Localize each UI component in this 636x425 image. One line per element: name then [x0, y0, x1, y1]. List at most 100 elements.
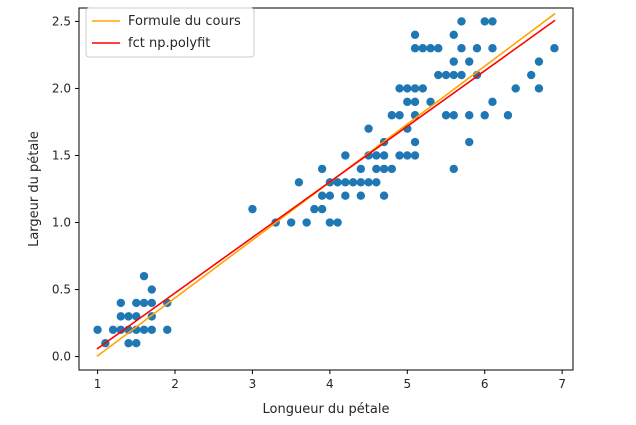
legend-box	[85, 7, 255, 58]
line-np-polyfit	[96, 19, 556, 350]
scatter-point	[341, 191, 350, 200]
scatter-point	[434, 44, 443, 53]
y-tick-label: 0.5	[52, 283, 71, 297]
scatter-point	[286, 218, 296, 227]
scatter-point	[124, 312, 133, 321]
scatter-point	[534, 57, 544, 66]
scatter-point	[139, 298, 149, 308]
scatter-point	[333, 178, 342, 187]
plot-area	[93, 12, 559, 358]
scatter-point	[294, 178, 304, 187]
scatter-point	[465, 111, 474, 120]
scatter-point	[348, 178, 358, 187]
scatter-point	[139, 271, 149, 281]
scatter-point	[395, 84, 404, 93]
scatter-point	[457, 17, 466, 26]
scatter-point	[426, 44, 435, 53]
scatter-point	[317, 164, 327, 174]
y-tick-label: 0.0	[52, 350, 71, 364]
scatter-point	[410, 97, 420, 107]
x-tick-label: 1	[94, 377, 102, 391]
scatter-point	[325, 191, 335, 200]
scatter-point	[341, 178, 350, 187]
y-tick-label: 2.5	[52, 14, 71, 28]
x-tick-label: 3	[249, 377, 257, 391]
scatter-point	[395, 111, 404, 120]
scatter-point	[372, 164, 381, 174]
scatter-point	[403, 84, 412, 93]
scatter-point	[472, 44, 482, 53]
scatter-point	[410, 151, 420, 160]
scatter-point	[147, 298, 156, 308]
scatter-point	[410, 137, 420, 147]
scatter-point	[132, 298, 141, 308]
scatter-point	[480, 17, 489, 26]
y-axis: 0.0 0.5 1.0 1.5 2.0 2.5	[52, 14, 79, 364]
scatter-point	[465, 137, 474, 147]
scatter-point	[410, 30, 420, 40]
legend: Formule du cours fct np.polyfit	[85, 7, 255, 58]
scatter-point	[364, 178, 373, 187]
x-axis: 1 2 3 4 5 6 7	[94, 370, 566, 391]
axes-frame	[78, 7, 574, 371]
scatter-point	[410, 84, 420, 93]
x-tick-label: 4	[326, 377, 334, 391]
scatter-point	[108, 325, 118, 334]
scatter-point	[395, 151, 404, 160]
scatter-point	[480, 111, 489, 120]
x-tick-label: 7	[558, 377, 566, 391]
scatter-point	[488, 44, 497, 53]
scatter-point	[441, 70, 451, 80]
legend-label-polyfit: fct np.polyfit	[128, 36, 210, 51]
scatter-point	[403, 151, 412, 160]
x-tick-label: 6	[481, 377, 489, 391]
scatter-point	[124, 338, 133, 348]
scatter-point	[341, 151, 350, 160]
scatter-point	[325, 218, 335, 227]
scatter-point	[139, 325, 149, 334]
scatter-point	[147, 325, 156, 334]
scatter-point	[372, 178, 381, 187]
scatter-point	[356, 164, 366, 174]
scatter-point	[310, 204, 319, 214]
scatter-point	[387, 111, 397, 120]
scatter-point	[248, 204, 257, 214]
scatter-point	[147, 285, 156, 294]
legend-label-cours: Formule du cours	[128, 14, 241, 29]
scatter-point	[511, 84, 520, 93]
scatter-point	[116, 312, 126, 321]
scatter-point	[333, 218, 342, 227]
scatter-point	[449, 30, 458, 40]
scatter-point	[379, 151, 389, 160]
y-tick-label: 2.0	[52, 81, 71, 95]
scatter-point	[434, 70, 443, 80]
scatter-point	[132, 338, 141, 348]
x-axis-label: Longueur du pétale	[263, 402, 390, 417]
y-axis-label: Largeur du pétale	[27, 131, 42, 247]
scatter-point	[364, 124, 373, 133]
scatter-point	[449, 111, 458, 120]
x-tick-label: 5	[403, 377, 411, 391]
scatter-point	[372, 151, 381, 160]
scatter-point	[356, 178, 366, 187]
scatter-point	[317, 191, 327, 200]
scatter-point	[418, 44, 427, 53]
scatter-point	[526, 70, 536, 80]
scatter-point	[465, 57, 474, 66]
scatter-point	[457, 44, 466, 53]
scatter-point	[550, 44, 559, 53]
scatter-point	[418, 84, 427, 93]
scatter-point	[302, 218, 311, 227]
scatter-point	[379, 164, 389, 174]
scatter-point	[93, 325, 102, 334]
scatter-point	[356, 191, 366, 200]
scatter-point	[403, 97, 412, 107]
scatter-point	[441, 111, 451, 120]
scatter-point	[317, 204, 327, 214]
y-tick-label: 1.5	[52, 148, 71, 162]
scatter-point	[426, 97, 435, 107]
scatter-point	[449, 57, 458, 66]
scatter-point	[116, 298, 126, 308]
